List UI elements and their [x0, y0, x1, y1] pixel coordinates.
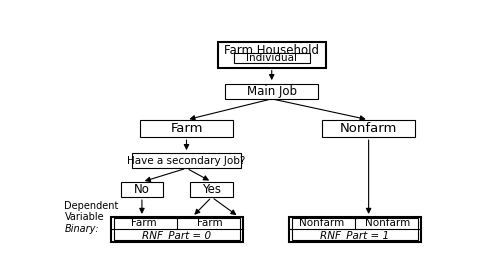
Text: Nonfarm: Nonfarm [366, 218, 410, 228]
FancyBboxPatch shape [322, 120, 415, 137]
Text: Nonfarm: Nonfarm [300, 218, 345, 228]
Text: Have a secondary Job?: Have a secondary Job? [128, 156, 246, 166]
FancyBboxPatch shape [218, 42, 326, 68]
Text: No: No [134, 183, 150, 196]
Text: Nonfarm: Nonfarm [340, 122, 398, 135]
FancyBboxPatch shape [114, 219, 240, 240]
FancyBboxPatch shape [226, 84, 318, 99]
FancyBboxPatch shape [140, 120, 233, 137]
Text: Farm: Farm [197, 218, 222, 228]
Text: Binary:: Binary: [64, 224, 99, 234]
FancyBboxPatch shape [132, 153, 241, 168]
Text: RNF_Part = 1: RNF_Part = 1 [320, 230, 390, 241]
Text: Farm: Farm [170, 122, 203, 135]
Text: Individual: Individual [246, 53, 297, 63]
FancyBboxPatch shape [289, 217, 421, 242]
Text: Farm: Farm [131, 218, 156, 228]
Text: Variable: Variable [64, 212, 104, 222]
Text: Main Job: Main Job [247, 85, 297, 98]
Text: Yes: Yes [202, 183, 221, 196]
Text: Farm Household: Farm Household [224, 44, 320, 57]
FancyBboxPatch shape [292, 219, 418, 240]
FancyBboxPatch shape [190, 182, 233, 197]
Text: Dependent: Dependent [64, 201, 119, 211]
FancyBboxPatch shape [234, 53, 310, 63]
FancyBboxPatch shape [120, 182, 163, 197]
FancyBboxPatch shape [111, 217, 242, 242]
Text: RNF_Part = 0: RNF_Part = 0 [142, 230, 212, 241]
